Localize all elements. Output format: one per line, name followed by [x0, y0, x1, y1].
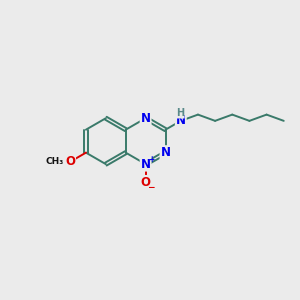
Text: N: N	[176, 114, 186, 127]
Text: O: O	[65, 155, 75, 168]
Text: H: H	[176, 108, 184, 118]
Text: −: −	[148, 183, 155, 192]
Text: N: N	[160, 146, 170, 159]
Text: O: O	[141, 176, 151, 189]
Text: +: +	[148, 154, 154, 164]
Text: CH₃: CH₃	[46, 157, 64, 166]
Text: N: N	[141, 158, 151, 171]
Text: N: N	[141, 112, 151, 125]
